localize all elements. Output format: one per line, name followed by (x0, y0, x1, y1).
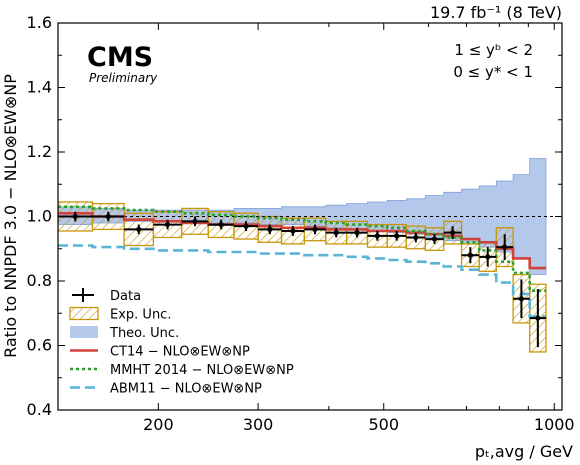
x-tick-label: 200 (143, 415, 174, 434)
y-tick-label: 1.6 (27, 13, 52, 32)
data-point-marker (394, 233, 400, 239)
data-point (529, 289, 546, 348)
data-point (124, 224, 154, 235)
data-point (479, 247, 497, 267)
legend-item: ABM11 − NLO⊗EW⊗NP (70, 382, 262, 397)
data-point-marker (518, 296, 525, 302)
legend-swatch-fill (70, 326, 98, 338)
legend-label: MMHT 2014 − NLO⊗EW⊗NP (110, 363, 294, 378)
legend-item: CT14 − NLO⊗EW⊗NP (70, 345, 250, 360)
data-point-marker (467, 252, 473, 258)
data-point-marker (502, 244, 508, 250)
data-point (233, 221, 259, 232)
legend: Data Exp. Unc. Theo. Unc. CT14 − NLO⊗EW⊗NP M… (69, 288, 294, 397)
data-point-marker (72, 213, 78, 220)
data-point-marker (267, 226, 273, 232)
legend-label: Theo. Unc. (109, 326, 179, 341)
cut-label-yb: 1 ≤ yᵇ < 2 (454, 41, 533, 59)
data-point (461, 247, 480, 264)
data-points (58, 211, 546, 348)
x-tick-label: 500 (368, 415, 399, 434)
data-point-marker (450, 230, 456, 236)
legend-item: Exp. Unc. (69, 306, 171, 323)
legend-label: CT14 − NLO⊗EW⊗NP (110, 345, 250, 360)
data-point-marker (243, 223, 249, 229)
curve-dashed (58, 244, 546, 318)
data-point (496, 234, 514, 261)
data-point (406, 232, 426, 243)
data-point-marker (535, 315, 541, 321)
data-point-marker (431, 236, 438, 242)
legend-item: MMHT 2014 − NLO⊗EW⊗NP (70, 363, 294, 378)
cut-label-ystar: 0 ≤ y* < 1 (453, 63, 533, 81)
y-tick-label: 1.0 (27, 207, 52, 226)
data-point (325, 227, 347, 238)
x-axis-label: pₜ,avg / GeV (475, 442, 573, 461)
y-tick-label: 0.4 (27, 400, 52, 419)
legend-label: Exp. Unc. (110, 308, 171, 323)
data-point-marker (374, 233, 380, 239)
data-point (281, 226, 305, 236)
experiment-label: CMS (87, 42, 153, 73)
legend-item: Data (72, 288, 141, 304)
data-point (367, 231, 388, 241)
data-point-marker (290, 228, 296, 234)
y-tick-label: 1.4 (27, 78, 52, 97)
status-label: Preliminary (89, 71, 158, 85)
y-tick-label: 0.6 (27, 336, 52, 355)
y-tick-label: 0.8 (27, 271, 52, 290)
data-point (425, 234, 444, 244)
data-point (153, 219, 182, 230)
data-point-marker (312, 226, 318, 232)
y-tick-label: 1.2 (27, 142, 52, 161)
legend-swatch-hatch (69, 306, 99, 321)
data-point (181, 216, 209, 227)
data-point (304, 224, 326, 235)
legend-label: Data (110, 289, 141, 304)
y-axis-label: Ratio to NNPDF 3.0 − NLO⊗EW⊗NP (1, 74, 20, 358)
axis-ticks: 0.4 0.6 0.8 1.0 1.2 1.4 1.6 200 300 500 1000 (27, 13, 575, 434)
data-point (258, 224, 282, 235)
lumi-label: 19.7 fb⁻¹ (8 TeV) (430, 3, 562, 22)
data-point (513, 279, 530, 319)
curve-dotted (58, 205, 546, 292)
data-point-marker (485, 254, 491, 260)
data-point-marker (136, 226, 142, 232)
data-point (387, 231, 407, 241)
data-point-marker (105, 213, 111, 220)
data-point (346, 227, 368, 238)
x-tick-label: 1000 (534, 415, 575, 434)
data-point (443, 226, 462, 240)
data-point-marker (164, 221, 171, 228)
data-point-marker (354, 230, 360, 236)
data-point-marker (218, 221, 224, 228)
data-point-marker (413, 234, 419, 241)
legend-item: Theo. Unc. (70, 326, 179, 341)
data-point (208, 219, 234, 230)
legend-label: ABM11 − NLO⊗EW⊗NP (110, 382, 262, 397)
data-point (92, 211, 125, 222)
x-tick-label: 300 (243, 415, 274, 434)
data-point-marker (333, 230, 339, 236)
data-point-marker (192, 218, 198, 224)
